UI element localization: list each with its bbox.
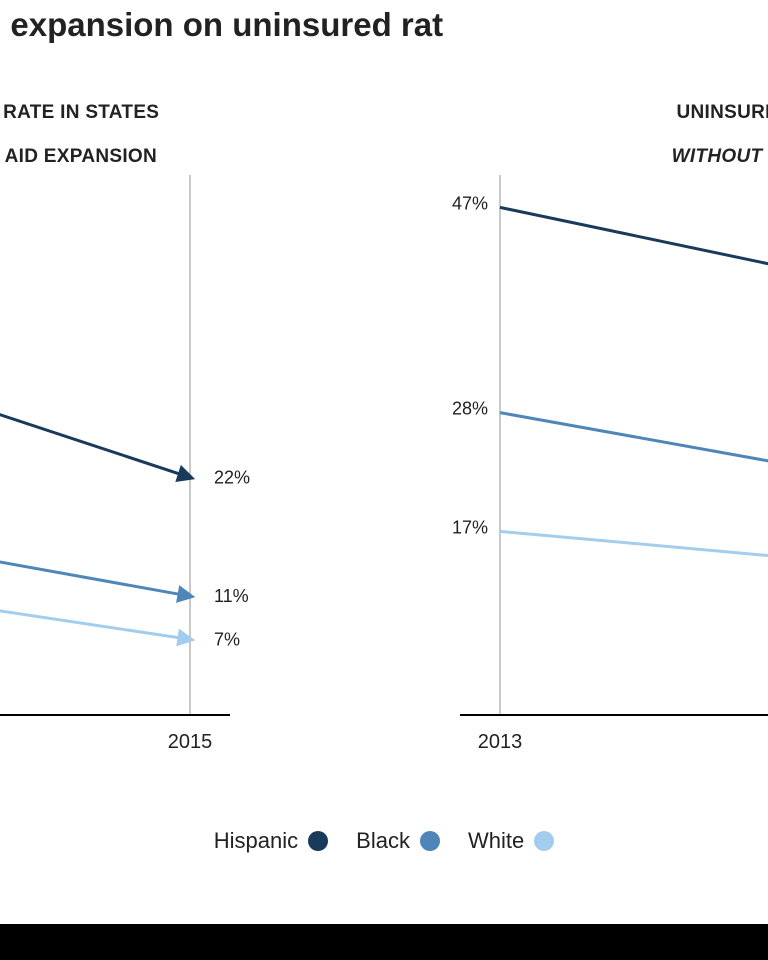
panel-title-with-l1: RATE IN STATES	[3, 102, 159, 123]
end-label-black: 11%	[214, 586, 249, 606]
panel-title-without-em: WITHOUT	[672, 146, 763, 167]
series-line-black	[500, 413, 768, 478]
series-line-hispanic	[500, 207, 768, 283]
legend-item-black: Black	[356, 828, 440, 854]
panel-title-with-l2: AID EXPANSION	[5, 146, 157, 167]
series-line-white	[0, 585, 190, 639]
end-label-hispanic: 22%	[214, 467, 250, 487]
page-title: Medicaid expansion on uninsured rat	[0, 6, 443, 44]
legend-swatch-black	[420, 831, 440, 851]
legend-swatch-hispanic	[308, 831, 328, 851]
x-tick-label: 2015	[168, 731, 213, 753]
series-line-white	[500, 531, 768, 563]
chart-with-expansion: 2015 22% 11% 7%	[0, 165, 330, 785]
chart-without-expansion: 2013 47% 28% 17%	[440, 165, 768, 785]
legend-swatch-white	[534, 831, 554, 851]
legend-label-hispanic: Hispanic	[214, 828, 298, 854]
end-label-white: 7%	[214, 629, 240, 649]
legend: Hispanic Black White	[0, 828, 768, 854]
panel-title-without-l1: UNINSURED RA	[677, 102, 768, 123]
footer-bar	[0, 924, 768, 960]
start-label-white: 17%	[452, 517, 488, 537]
start-label-black: 28%	[452, 399, 488, 419]
start-label-hispanic: 47%	[452, 193, 488, 213]
series-line-black	[0, 531, 190, 596]
legend-label-black: Black	[356, 828, 410, 854]
panel-title-without-l2: MEDIC	[762, 146, 768, 167]
x-tick-label: 2013	[478, 731, 523, 753]
legend-label-white: White	[468, 828, 524, 854]
legend-item-hispanic: Hispanic	[214, 828, 328, 854]
series-line-hispanic	[0, 359, 190, 478]
legend-item-white: White	[468, 828, 554, 854]
